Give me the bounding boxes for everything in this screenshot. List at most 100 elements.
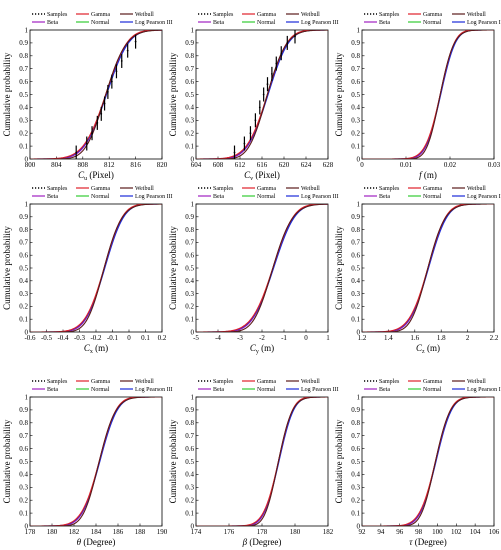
legend-label: Samples [213, 379, 234, 385]
sample-point [271, 72, 273, 75]
x-tick-label: -3 [237, 334, 243, 342]
y-axis-title: Cumulative probability [2, 52, 12, 136]
plot-frame [361, 396, 495, 527]
y-tick-label: 0.9 [19, 39, 28, 47]
legend-label: Samples [213, 186, 234, 192]
sample-point [85, 142, 88, 145]
x-tick-label: 186 [113, 528, 124, 536]
x-axis-title-unit: (Pixel) [87, 170, 114, 180]
y-tick-label: 0.9 [351, 213, 360, 221]
legend-label: Normal [423, 194, 442, 200]
panel-1: 0 0.1 0.2 0.3 0.4 0.5 0.6 0.7 0.8 0.9 1 800 804 808 81… [2, 12, 173, 182]
y-tick-label: 1 [357, 26, 361, 34]
curve-log-pearson-iii [30, 397, 162, 526]
x-tick-label: 816 [130, 161, 141, 169]
x-tick-label: 182 [323, 528, 334, 536]
legend-label: Weibull [135, 186, 154, 192]
x-axis-title-unit: (m) [93, 343, 108, 353]
y-tick-label: 0.1 [185, 509, 194, 517]
x-tick-label: -0.1 [107, 334, 119, 342]
legend-label: Beta [379, 194, 390, 200]
y-tick-label: 0.3 [19, 290, 28, 298]
y-tick-label: 0.1 [19, 509, 28, 517]
sample-point [294, 35, 296, 38]
legend-label: Weibull [301, 12, 320, 18]
x-tick-label: 0 [127, 334, 131, 342]
y-tick-label: 0.8 [185, 226, 194, 234]
legend-label: Gamma [423, 379, 442, 385]
sample-point [275, 62, 278, 65]
y-tick-label: 0.2 [19, 497, 28, 505]
x-axis-title-unit: (m) [259, 343, 274, 353]
plot-frame [195, 396, 329, 527]
y-tick-label: 0.5 [19, 264, 28, 272]
x-tick-label: 174 [191, 528, 202, 536]
x-axis-title-subscript: x [90, 349, 93, 355]
x-tick-label: 0.1 [141, 334, 150, 342]
legend-label: Weibull [467, 379, 486, 385]
x-tick-label: 190 [157, 528, 168, 536]
legend-label: Weibull [135, 379, 154, 385]
y-tick-label: 0.1 [351, 142, 360, 150]
x-tick-label: 178 [25, 528, 36, 536]
curve-weibull [362, 204, 494, 332]
y-tick-label: 0.8 [19, 226, 28, 234]
y-tick-label: 0.4 [351, 471, 360, 479]
legend-label: Normal [423, 20, 442, 26]
curve-weibull [196, 397, 328, 526]
x-axis-title-symbol: C [250, 343, 257, 353]
y-tick-label: 0.6 [19, 78, 28, 86]
curve-weibull [196, 30, 328, 159]
legend-label: Gamma [91, 379, 110, 385]
x-tick-label: 0.03 [488, 161, 501, 169]
x-axis-title: Cz (m) [416, 343, 440, 355]
sample-point [126, 49, 129, 52]
curve-gamma [30, 397, 162, 526]
x-axis-title-symbol: C [416, 343, 423, 353]
x-axis-title-symbol: C [78, 170, 85, 180]
curve-weibull [30, 30, 162, 159]
x-axis-title-unit: (m) [422, 170, 437, 180]
curve-normal [196, 397, 328, 526]
legend-label: Weibull [467, 186, 486, 192]
curve-gamma [196, 204, 328, 332]
legend-label: Samples [379, 186, 400, 192]
curve-gamma [362, 30, 494, 159]
curve-gamma [30, 30, 162, 159]
legend-label: Normal [91, 387, 110, 393]
x-tick-label: 604 [191, 161, 202, 169]
y-tick-label: 0.2 [185, 497, 194, 505]
legend-label: Weibull [301, 186, 320, 192]
y-tick-label: 0.2 [351, 130, 360, 138]
y-tick-label: 0.4 [351, 277, 360, 285]
y-tick-label: 0.3 [351, 484, 360, 492]
curve-beta [362, 397, 494, 526]
y-axis-title: Cumulative probability [334, 52, 344, 136]
legend-label: Beta [213, 20, 224, 26]
y-tick-label: 0.1 [19, 142, 28, 150]
y-tick-label: 0.1 [185, 316, 194, 324]
y-tick-label: 0 [25, 155, 29, 163]
legend-label: Samples [213, 12, 234, 18]
legend-label: Normal [257, 194, 276, 200]
x-axis-title-symbol: C [244, 170, 251, 180]
x-tick-label: 184 [91, 528, 102, 536]
sample-point [266, 83, 269, 86]
y-tick-label: 1 [357, 200, 361, 208]
y-tick-label: 0.5 [351, 458, 360, 466]
x-tick-label: 620 [279, 161, 290, 169]
curve-weibull [362, 397, 494, 526]
fitted-curves [196, 204, 328, 332]
legend-label: Log Pearson III [135, 387, 173, 393]
x-axis-title: Cy (m) [250, 343, 274, 355]
y-tick-label: 0.6 [185, 252, 194, 260]
y-tick-label: 0.5 [19, 458, 28, 466]
fitted-curves [196, 30, 328, 159]
x-tick-label: -2 [259, 334, 265, 342]
y-tick-label: 0.3 [19, 484, 28, 492]
fitted-curves [362, 397, 494, 526]
y-tick-label: 1 [357, 393, 361, 401]
x-tick-label: 820 [157, 161, 168, 169]
y-tick-label: 0.9 [351, 406, 360, 414]
y-tick-label: 1 [25, 200, 29, 208]
